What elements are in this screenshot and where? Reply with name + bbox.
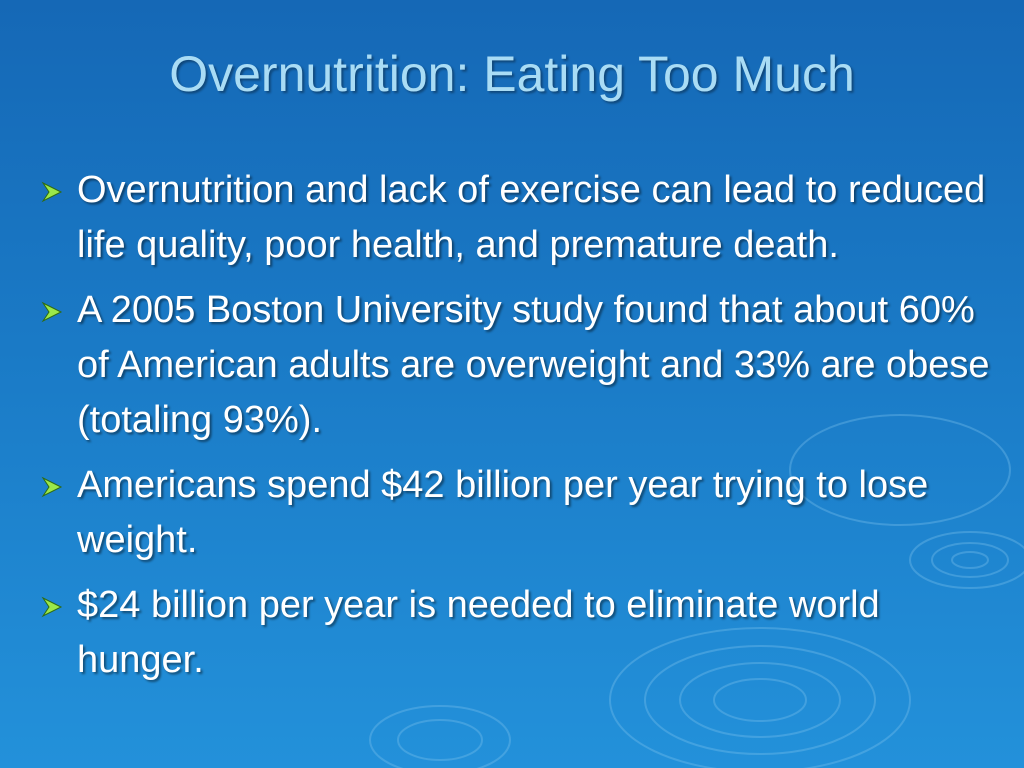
bullet-text: $24 billion per year is needed to elimin… [77,584,880,681]
arrowhead-bullet-icon [41,596,63,618]
bullet-item: $24 billion per year is needed to elimin… [36,578,1001,688]
bullet-text: Overnutrition and lack of exercise can l… [77,169,986,266]
bullet-text: A 2005 Boston University study found tha… [77,289,990,441]
bullet-item: A 2005 Boston University study found tha… [36,283,1001,448]
slide-title: Overnutrition: Eating Too Much [169,46,855,102]
arrowhead-bullet-icon [41,301,63,323]
arrowhead-bullet-icon [41,181,63,203]
bullet-list: Overnutrition and lack of exercise can l… [36,163,1001,698]
arrowhead-bullet-icon [41,476,63,498]
bullet-item: Americans spend $42 billion per year try… [36,458,1001,568]
bullet-item: Overnutrition and lack of exercise can l… [36,163,1001,273]
bullet-text: Americans spend $42 billion per year try… [77,464,929,561]
